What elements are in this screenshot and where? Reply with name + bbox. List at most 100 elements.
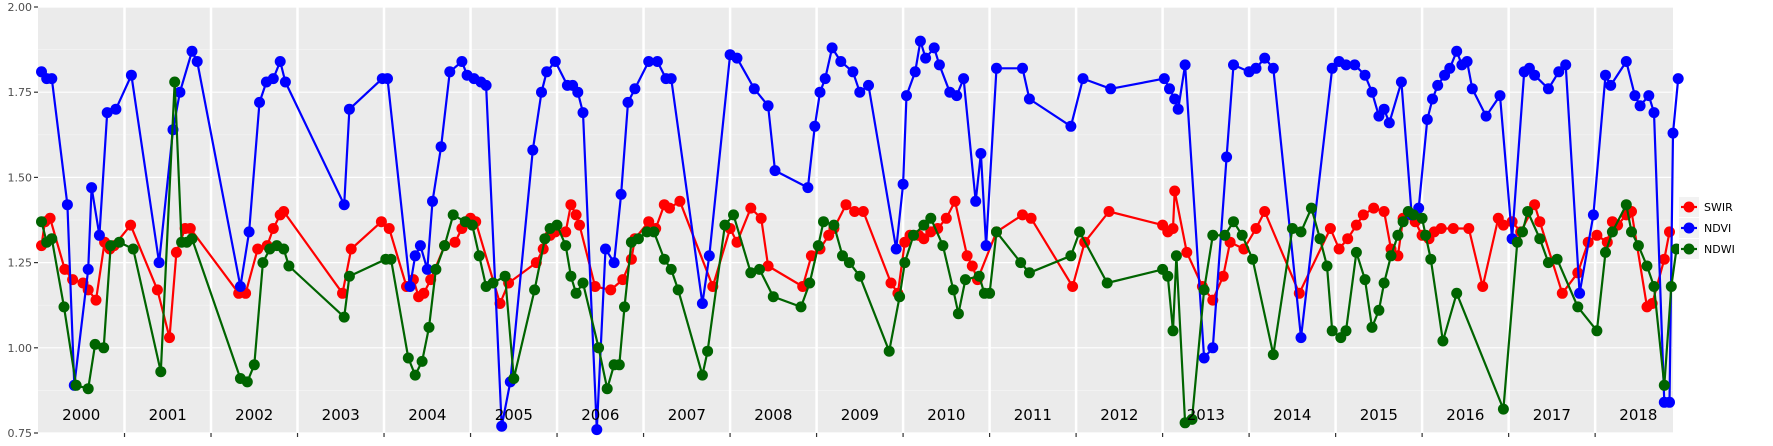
data-point-ndvi (1228, 59, 1239, 71)
data-point-swir (574, 219, 585, 231)
data-point-ndvi (901, 90, 912, 102)
data-point-ndwi (113, 236, 125, 248)
data-point-swir (1534, 216, 1546, 228)
data-point-ndvi (1629, 90, 1641, 102)
data-point-ndwi (1606, 226, 1618, 238)
legend-key-point-ndvi (1683, 222, 1695, 234)
data-point-ndvi (1605, 79, 1617, 91)
data-point-swir (1017, 209, 1028, 221)
data-point-ndvi (897, 178, 909, 190)
data-point-ndvi (527, 144, 539, 156)
data-point-ndvi (1574, 287, 1586, 299)
data-point-ndvi (629, 83, 641, 95)
legend: SWIR NDVI NDWI (1679, 197, 1735, 259)
series-layer (36, 35, 1684, 436)
data-point-swir (1250, 223, 1262, 234)
data-point-ndvi (731, 52, 743, 64)
data-point-swir (625, 253, 637, 265)
data-point-ndwi (1366, 321, 1378, 333)
data-point-ndwi (795, 301, 807, 313)
data-point-swir (1447, 223, 1459, 234)
data-point-ndwi (1170, 250, 1182, 262)
data-point-ndvi (1432, 79, 1444, 91)
data-point-swir (1378, 206, 1390, 217)
data-point-ndwi (952, 308, 964, 320)
data-point-ndvi (1664, 396, 1675, 408)
data-point-ndvi (591, 424, 603, 436)
data-point-ndwi (696, 369, 708, 381)
data-point-ndwi (837, 250, 848, 262)
data-point-ndwi (278, 243, 290, 255)
data-point-ndvi (1326, 62, 1338, 74)
data-point-ndvi (643, 56, 655, 67)
data-point-ndwi (1373, 304, 1385, 316)
data-point-ndwi (658, 253, 670, 265)
year-label: 2006 (581, 406, 619, 424)
data-point-ndwi (1522, 206, 1534, 217)
data-point-swir (184, 223, 196, 234)
data-point-ndwi (1658, 379, 1670, 391)
year-label: 2001 (149, 406, 187, 424)
data-point-ndvi (414, 240, 426, 252)
data-point-ndvi (914, 35, 926, 47)
data-point-ndvi (1634, 100, 1646, 112)
data-point-ndwi (1572, 301, 1584, 313)
data-point-ndvi (1023, 93, 1035, 105)
data-point-swir (589, 281, 601, 292)
year-label: 2011 (1014, 406, 1052, 424)
data-point-ndvi (409, 250, 421, 262)
data-point-ndvi (343, 103, 355, 115)
legend-label-ndvi: NDVI (1704, 222, 1731, 235)
data-point-ndwi (918, 219, 930, 231)
data-point-swir (570, 209, 582, 221)
year-label: 2013 (1187, 406, 1225, 424)
data-point-ndwi (1408, 209, 1419, 221)
data-point-swir (278, 206, 290, 217)
data-point-ndvi (421, 263, 433, 275)
data-point-ndwi (499, 270, 511, 282)
data-point-ndwi (1023, 267, 1035, 279)
legend-key-point-ndwi (1683, 243, 1695, 255)
data-point-ndvi (1461, 56, 1473, 67)
data-point-ndwi (665, 263, 677, 275)
data-point-swir (1217, 270, 1229, 282)
data-point-ndwi (745, 267, 757, 279)
y-tick-label: 2.00 (8, 1, 33, 14)
data-point-ndvi (1427, 93, 1438, 105)
data-point-ndvi (951, 90, 963, 102)
data-point-ndvi (1207, 342, 1219, 354)
data-point-ndvi (1643, 90, 1655, 102)
data-point-ndwi (1267, 349, 1279, 361)
data-point-ndwi (565, 270, 577, 282)
data-point-ndwi (487, 277, 499, 289)
data-point-ndwi (843, 257, 855, 269)
series-ndwi (36, 76, 1682, 429)
data-point-swir (90, 294, 102, 306)
data-point-swir (67, 274, 79, 286)
data-point-ndwi (719, 219, 731, 231)
data-point-ndwi (416, 355, 428, 367)
data-point-ndvi (1672, 73, 1684, 85)
data-point-ndwi (899, 257, 911, 269)
data-point-ndwi (767, 291, 779, 303)
y-tick-label: 1.75 (8, 86, 33, 99)
data-point-swir (337, 287, 348, 299)
data-point-swir (1664, 226, 1675, 238)
data-point-ndvi (435, 141, 447, 153)
data-point-swir (1324, 223, 1336, 234)
data-point-ndwi (1392, 229, 1404, 241)
data-point-ndvi (1553, 66, 1565, 78)
data-point-ndvi (665, 73, 677, 85)
data-point-ndvi (608, 257, 620, 269)
data-point-ndvi (1105, 83, 1117, 95)
data-point-ndvi (1378, 103, 1390, 115)
data-point-ndvi (1587, 209, 1599, 221)
data-point-ndvi (1259, 52, 1271, 64)
data-point-ndwi (1219, 229, 1231, 241)
data-point-ndwi (1350, 246, 1362, 258)
data-point-swir (345, 243, 357, 255)
data-point-ndvi (748, 83, 760, 95)
series-ndvi (36, 35, 1684, 436)
data-point-ndwi (1314, 233, 1326, 245)
